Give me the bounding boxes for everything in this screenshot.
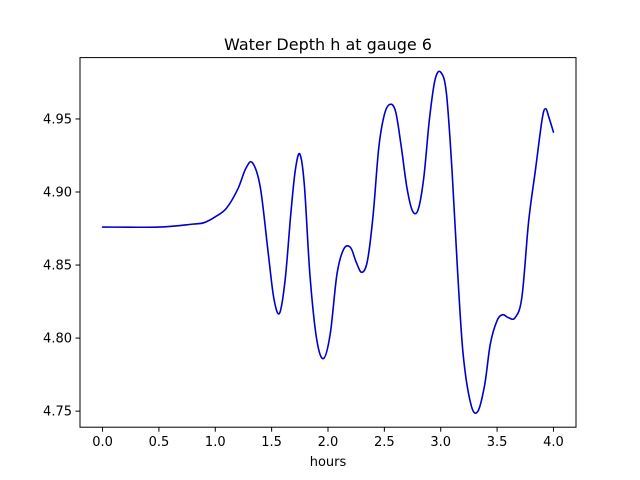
y-tick-label: 4.95 xyxy=(43,112,72,127)
x-tick-label: 0.5 xyxy=(149,435,170,450)
x-tick-label: 1.5 xyxy=(261,435,282,450)
y-tick-label: 4.85 xyxy=(43,259,72,274)
x-tick-label: 2.0 xyxy=(318,435,339,450)
x-axis-ticks: 0.0 0.5 1.0 1.5 2.0 2.5 3.0 3.5 4.0 xyxy=(92,427,564,450)
series-line xyxy=(101,70,555,414)
x-tick-label: 3.5 xyxy=(487,435,508,450)
x-tick-label: 0.0 xyxy=(92,435,113,450)
x-tick-label: 4.0 xyxy=(543,435,564,450)
x-tick-label: 3.0 xyxy=(430,435,451,450)
y-tick-label: 4.80 xyxy=(43,332,72,347)
chart-title: Water Depth h at gauge 6 xyxy=(224,35,432,54)
y-tick-label: 4.75 xyxy=(43,405,72,420)
y-tick-label: 4.90 xyxy=(43,186,72,201)
x-tick-label: 1.0 xyxy=(205,435,226,450)
x-tick-label: 2.5 xyxy=(374,435,395,450)
y-axis-ticks: 4.75 4.80 4.85 4.90 4.95 xyxy=(43,112,80,420)
x-axis-label: hours xyxy=(310,455,347,470)
plot-frame xyxy=(79,57,577,428)
